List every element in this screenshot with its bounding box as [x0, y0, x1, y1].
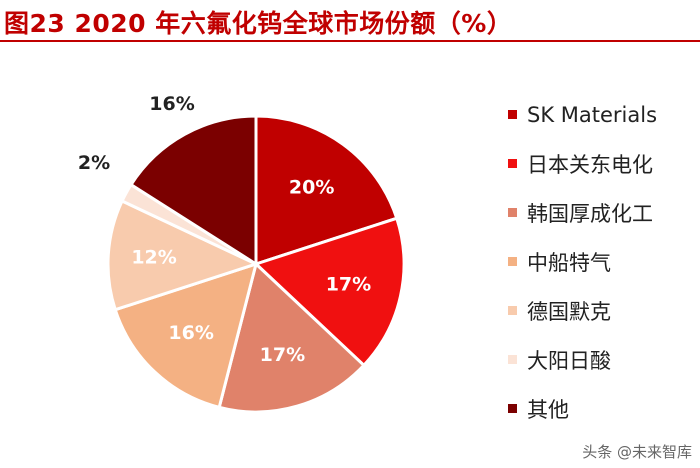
- pie-labels: 20% 17% 17% 16% 12% 2% 16%: [78, 93, 371, 366]
- slice-percent-label: 16%: [168, 322, 213, 344]
- slice-percent-label: 20%: [289, 176, 334, 198]
- slice-percent-label: 12%: [131, 247, 176, 269]
- legend-swatch: [508, 110, 517, 119]
- pie-slice: [253, 216, 406, 368]
- legend-item: 其他: [508, 384, 698, 433]
- chart-legend: SK Materials 日本关东电化 韩国厚成化工 中船特气德国默克大阳日酸其他: [508, 90, 698, 433]
- legend-swatch: [508, 355, 517, 364]
- slice-percent-label: 16%: [149, 93, 194, 115]
- legend-item: 大阳日酸: [508, 335, 698, 384]
- legend-label: 日本关东电化: [527, 152, 653, 177]
- legend-swatch: [508, 404, 517, 413]
- legend-swatch: [508, 208, 517, 217]
- watermark-text: 头条 @未来智库: [582, 443, 692, 461]
- slice-percent-label: 17%: [260, 344, 305, 366]
- legend-item: 韩国厚成化工: [508, 188, 698, 237]
- legend-label: 大阳日酸: [527, 348, 611, 373]
- legend-label: 其他: [527, 397, 569, 422]
- legend-swatch: [508, 306, 517, 315]
- pie-slices: [106, 114, 406, 414]
- legend-swatch: [508, 257, 517, 266]
- legend-item: 中船特气: [508, 237, 698, 286]
- pie-slice: [106, 198, 261, 312]
- pie-slice: [217, 261, 367, 414]
- legend-swatch: [508, 159, 517, 168]
- legend-item: SK Materials: [508, 90, 698, 139]
- slice-percent-label: 17%: [326, 274, 371, 296]
- slice-percent-label: 2%: [78, 152, 110, 174]
- figure-title: 图23 2020 年六氟化钨全球市场份额（%）: [4, 9, 513, 38]
- legend-item: 日本关东电化: [508, 139, 698, 188]
- legend-label: 中船特气: [527, 250, 611, 275]
- legend-label: 德国默克: [527, 299, 611, 324]
- legend-label: 韩国厚成化工: [527, 201, 653, 226]
- title-underline: [0, 40, 700, 42]
- pie-slice: [128, 114, 258, 267]
- pie-slice: [254, 114, 399, 267]
- legend-label: SK Materials: [527, 102, 658, 127]
- title-bar: 图23 2020 年六氟化钨全球市场份额（%）: [0, 0, 700, 42]
- legend-item: 德国默克: [508, 286, 698, 335]
